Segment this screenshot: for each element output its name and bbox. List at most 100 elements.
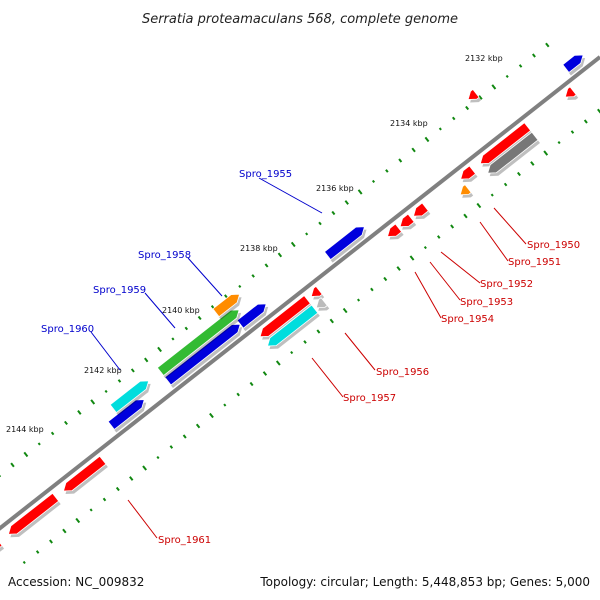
gc-dot [438, 127, 442, 131]
gc-dot [503, 182, 508, 187]
gene-label-spro-1955: Spro_1955 [239, 169, 292, 180]
gene-block-blue[interactable] [323, 226, 366, 261]
gene-label-spro-1953: Spro_1953 [460, 297, 513, 308]
gc-dot [117, 379, 122, 383]
gc-dot [171, 337, 175, 341]
gc-dot [157, 346, 162, 353]
tick-label-2144: 2144 kbp [6, 425, 44, 434]
gc-dot [49, 539, 53, 544]
gc-dot [398, 158, 403, 163]
gene-block-blue[interactable] [236, 303, 267, 329]
gene-block-red[interactable] [0, 538, 3, 559]
gene-block-red[interactable] [259, 295, 311, 338]
gc-dot [518, 64, 523, 68]
gc-dot [530, 161, 535, 166]
gene-block-red[interactable] [412, 202, 429, 217]
accession-text: Accession: NC_009832 [8, 575, 144, 589]
gene-block-orange[interactable] [459, 184, 472, 196]
gene-block-red[interactable] [386, 223, 403, 237]
gc-dot [491, 84, 497, 90]
gc-dot [463, 213, 468, 219]
gc-dot [305, 232, 309, 236]
gene-block-red[interactable] [467, 88, 480, 100]
tick-label-2134: 2134 kbp [390, 119, 428, 128]
gc-dot [316, 329, 321, 334]
gc-dot [357, 189, 363, 195]
gene-block-grey[interactable] [487, 131, 539, 174]
gc-dot [437, 235, 441, 239]
gc-dot [102, 497, 107, 502]
gc-dot [597, 108, 600, 114]
tick-label-2132: 2132 kbp [465, 54, 503, 63]
gene-block-red[interactable] [479, 122, 532, 165]
gc-dot [409, 255, 415, 261]
gc-dot [50, 431, 55, 436]
gene-block-red[interactable] [564, 86, 577, 98]
gc-dot [35, 550, 40, 554]
gc-dot [62, 528, 67, 534]
gc-dot [517, 171, 521, 177]
gene-block-blue[interactable] [562, 54, 584, 74]
gene-label-spro-1950: Spro_1950 [527, 240, 580, 251]
gc-dot [371, 179, 376, 184]
gc-dot [236, 392, 240, 397]
gc-dot [144, 357, 149, 363]
gc-dot [209, 412, 214, 419]
gene-block-green[interactable] [156, 309, 240, 377]
gc-dot [570, 130, 575, 134]
gc-dot [383, 276, 388, 282]
gc-dot [357, 298, 361, 302]
gc-dot [385, 169, 389, 173]
gc-dot [169, 445, 174, 449]
gene-label-spro-1959: Spro_1959 [93, 285, 146, 296]
gc-dot [342, 307, 348, 314]
gene-block-red[interactable] [399, 213, 415, 228]
gene-label-spro-1957: Spro_1957 [343, 393, 396, 404]
gc-dot [195, 423, 201, 429]
gene-block-lightgrey[interactable] [315, 297, 328, 309]
gc-dot [275, 360, 281, 366]
gc-dot [115, 486, 120, 492]
gc-dot [465, 105, 470, 111]
gene-label-spro-1952: Spro_1952 [480, 279, 533, 290]
kbp-tick-labels: 2132 kbp 2134 kbp 2136 kbp 2138 kbp 2140… [6, 54, 503, 434]
gc-dot [290, 241, 296, 248]
gene-labels: Spro_1955 Spro_1958 Spro_1959 Spro_1960 … [41, 169, 580, 546]
gene-block-red[interactable] [310, 285, 323, 297]
gc-dot [184, 326, 189, 331]
gc-dot [331, 210, 336, 216]
tick-label-2136: 2136 kbp [316, 184, 354, 193]
gene-block-cyan[interactable] [109, 380, 150, 414]
gc-dot [129, 476, 134, 481]
gc-dot [182, 434, 187, 439]
gc-dot [251, 274, 255, 278]
gene-block-orange[interactable] [212, 293, 241, 318]
gene-block-red[interactable] [7, 492, 60, 535]
gc-dot [531, 53, 536, 58]
gc-dot [490, 193, 494, 197]
gene-block-red[interactable] [460, 165, 477, 180]
gc-dot [396, 266, 401, 271]
gene-block-cyan[interactable] [266, 304, 319, 347]
gc-dot [130, 368, 135, 373]
gc-dot [318, 221, 322, 226]
gc-dot [370, 287, 374, 292]
gc-dot [545, 42, 550, 48]
gc-dot [156, 455, 160, 460]
map-title: Serratia proteamaculans 568, complete ge… [142, 12, 458, 27]
gc-dot [10, 462, 15, 468]
gene-block-blue[interactable] [107, 399, 145, 431]
gc-dot-tracks [0, 42, 600, 565]
gc-dot [411, 147, 416, 153]
gene-label-spro-1960: Spro_1960 [41, 324, 94, 335]
gc-dot [583, 119, 588, 124]
gc-dot [77, 410, 82, 415]
gc-dot [142, 465, 147, 471]
gc-dot [329, 318, 334, 324]
gc-dot [451, 116, 456, 121]
gene-block-blue[interactable] [164, 323, 241, 386]
tick-label-2142: 2142 kbp [84, 366, 122, 375]
gene-label-spro-1954: Spro_1954 [441, 314, 494, 325]
gene-block-red[interactable] [62, 455, 107, 492]
